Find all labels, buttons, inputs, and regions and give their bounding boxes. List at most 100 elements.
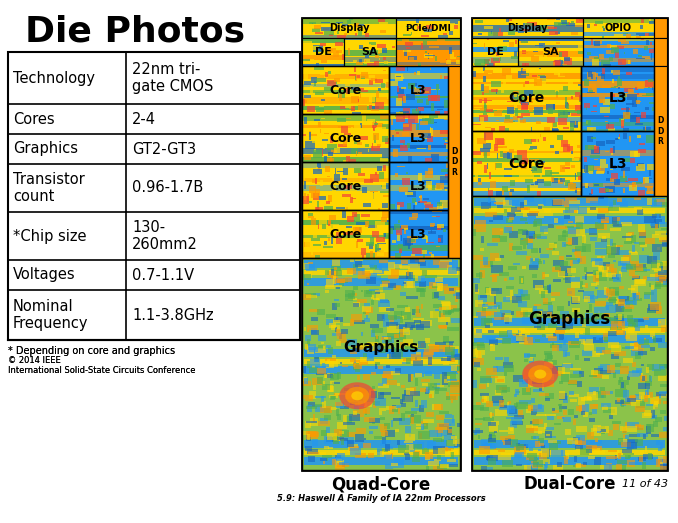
Bar: [644, 292, 654, 295]
Bar: [389, 185, 448, 191]
Bar: [389, 152, 448, 156]
Bar: [375, 50, 382, 53]
Bar: [412, 198, 416, 203]
Bar: [581, 66, 654, 72]
Bar: [635, 394, 641, 400]
Bar: [627, 397, 636, 402]
Bar: [433, 404, 441, 410]
Bar: [529, 147, 534, 150]
Bar: [345, 290, 355, 297]
Bar: [591, 59, 599, 66]
Bar: [389, 210, 448, 214]
Bar: [647, 453, 652, 460]
Bar: [455, 353, 460, 357]
Bar: [493, 58, 499, 61]
Bar: [620, 94, 624, 97]
Bar: [636, 428, 643, 430]
Bar: [491, 197, 496, 201]
Bar: [311, 77, 317, 83]
Bar: [578, 381, 582, 388]
Bar: [589, 192, 592, 195]
Bar: [395, 115, 405, 122]
Bar: [316, 207, 323, 210]
Bar: [311, 249, 313, 255]
Bar: [660, 263, 667, 268]
Bar: [419, 26, 420, 27]
Bar: [305, 344, 308, 350]
Bar: [641, 112, 646, 118]
Bar: [549, 244, 557, 247]
Bar: [389, 110, 448, 114]
Bar: [524, 139, 532, 144]
Bar: [369, 41, 376, 45]
Bar: [519, 158, 527, 164]
Bar: [344, 38, 396, 66]
Bar: [534, 51, 538, 52]
Bar: [610, 46, 617, 48]
Bar: [509, 406, 517, 414]
Bar: [313, 293, 320, 296]
Bar: [389, 122, 448, 129]
Bar: [516, 311, 525, 317]
Bar: [310, 134, 317, 135]
Bar: [302, 35, 396, 38]
Bar: [380, 191, 389, 193]
Bar: [378, 208, 380, 210]
Bar: [511, 439, 519, 447]
Bar: [332, 325, 340, 331]
Bar: [367, 63, 376, 66]
Bar: [578, 259, 580, 264]
Bar: [523, 119, 525, 123]
Bar: [664, 363, 667, 368]
Bar: [581, 140, 654, 147]
Bar: [647, 198, 652, 206]
Bar: [440, 75, 442, 79]
Bar: [382, 437, 386, 445]
Bar: [581, 160, 654, 163]
Bar: [635, 166, 639, 171]
Bar: [435, 373, 441, 379]
Bar: [536, 138, 538, 144]
Bar: [563, 58, 572, 65]
Bar: [628, 288, 635, 290]
Bar: [542, 302, 553, 305]
Bar: [613, 372, 616, 378]
Bar: [347, 73, 354, 74]
Bar: [607, 249, 613, 255]
Bar: [479, 272, 481, 279]
Bar: [568, 81, 573, 87]
Bar: [375, 361, 380, 365]
Bar: [523, 310, 527, 317]
Bar: [614, 245, 623, 247]
Bar: [483, 305, 487, 309]
Bar: [540, 225, 548, 232]
Bar: [450, 385, 460, 393]
Bar: [323, 246, 333, 248]
Bar: [521, 238, 528, 245]
Bar: [614, 351, 626, 356]
Bar: [563, 363, 571, 368]
Bar: [354, 320, 365, 324]
Bar: [646, 94, 654, 96]
Bar: [304, 74, 308, 79]
Bar: [412, 309, 420, 313]
Bar: [426, 236, 428, 243]
Bar: [584, 274, 594, 276]
Bar: [508, 427, 514, 434]
Bar: [603, 313, 610, 319]
Bar: [302, 162, 389, 210]
Bar: [376, 127, 386, 129]
Bar: [313, 169, 322, 174]
Bar: [606, 296, 612, 300]
Bar: [610, 239, 613, 246]
Bar: [641, 345, 650, 348]
Bar: [523, 196, 534, 202]
Bar: [520, 100, 525, 104]
Bar: [496, 89, 498, 94]
Bar: [418, 202, 420, 203]
Bar: [418, 201, 427, 203]
Bar: [306, 329, 309, 332]
Bar: [627, 442, 637, 449]
Bar: [485, 401, 493, 407]
Bar: [346, 156, 350, 162]
